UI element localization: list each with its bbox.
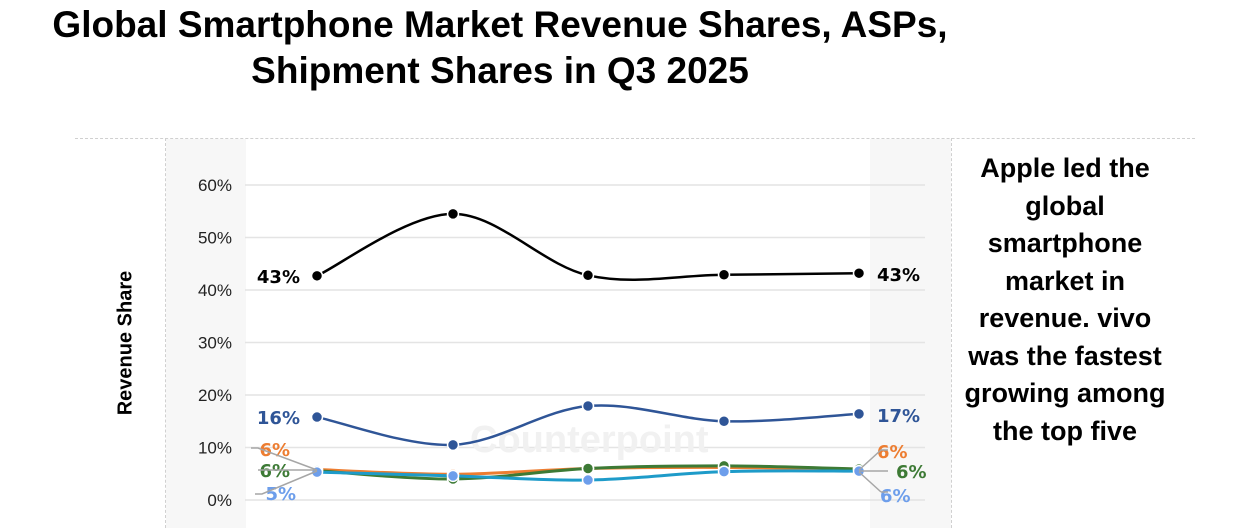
data-label: 6% (880, 486, 911, 507)
y-tick-label: 40% (198, 281, 232, 300)
data-label: 17% (877, 406, 920, 427)
data-point (581, 269, 595, 282)
frame-divider-left (165, 138, 166, 528)
y-tick-label: 50% (198, 229, 232, 248)
data-label: 16% (257, 408, 300, 429)
y-tick-label: 30% (198, 334, 232, 353)
y-tick-label: 60% (198, 176, 232, 195)
right-panel (870, 139, 951, 528)
frame-divider-right (951, 138, 952, 528)
data-label: 43% (257, 267, 300, 288)
watermark: Counterpoint (470, 419, 709, 461)
title-line-2: Shipment Shares in Q3 2025 (251, 50, 749, 91)
data-label: 6% (877, 442, 908, 463)
data-label: 5% (265, 484, 296, 505)
left-panel (166, 139, 246, 528)
data-label: 6% (259, 440, 290, 461)
data-point (310, 269, 324, 283)
data-label: 6% (259, 461, 290, 482)
data-label: 43% (877, 265, 920, 286)
annotation-text: Apple led the global smartphone market i… (964, 153, 1166, 446)
title-line-1: Global Smartphone Market Revenue Shares,… (52, 4, 948, 45)
leader-line (858, 471, 888, 493)
leader-line (251, 447, 318, 471)
data-point (310, 410, 324, 424)
data-point (852, 266, 866, 280)
leader-line (858, 449, 888, 471)
data-point (446, 469, 460, 483)
frame-divider (75, 138, 1195, 139)
y-tick-label: 0% (207, 491, 232, 510)
y-tick-label: 10% (198, 439, 232, 458)
data-point (852, 407, 866, 421)
data-point (717, 465, 731, 478)
data-point (581, 473, 595, 487)
y-tick-label: 20% (198, 386, 232, 405)
data-point (717, 415, 731, 428)
data-label: 6% (896, 462, 927, 483)
leader-line (255, 470, 318, 495)
data-point (717, 268, 731, 282)
data-point (446, 207, 460, 221)
data-point (581, 399, 595, 413)
data-point (446, 438, 460, 452)
chart-title: Global Smartphone Market Revenue Shares,… (0, 2, 1000, 94)
data-point (581, 462, 595, 475)
